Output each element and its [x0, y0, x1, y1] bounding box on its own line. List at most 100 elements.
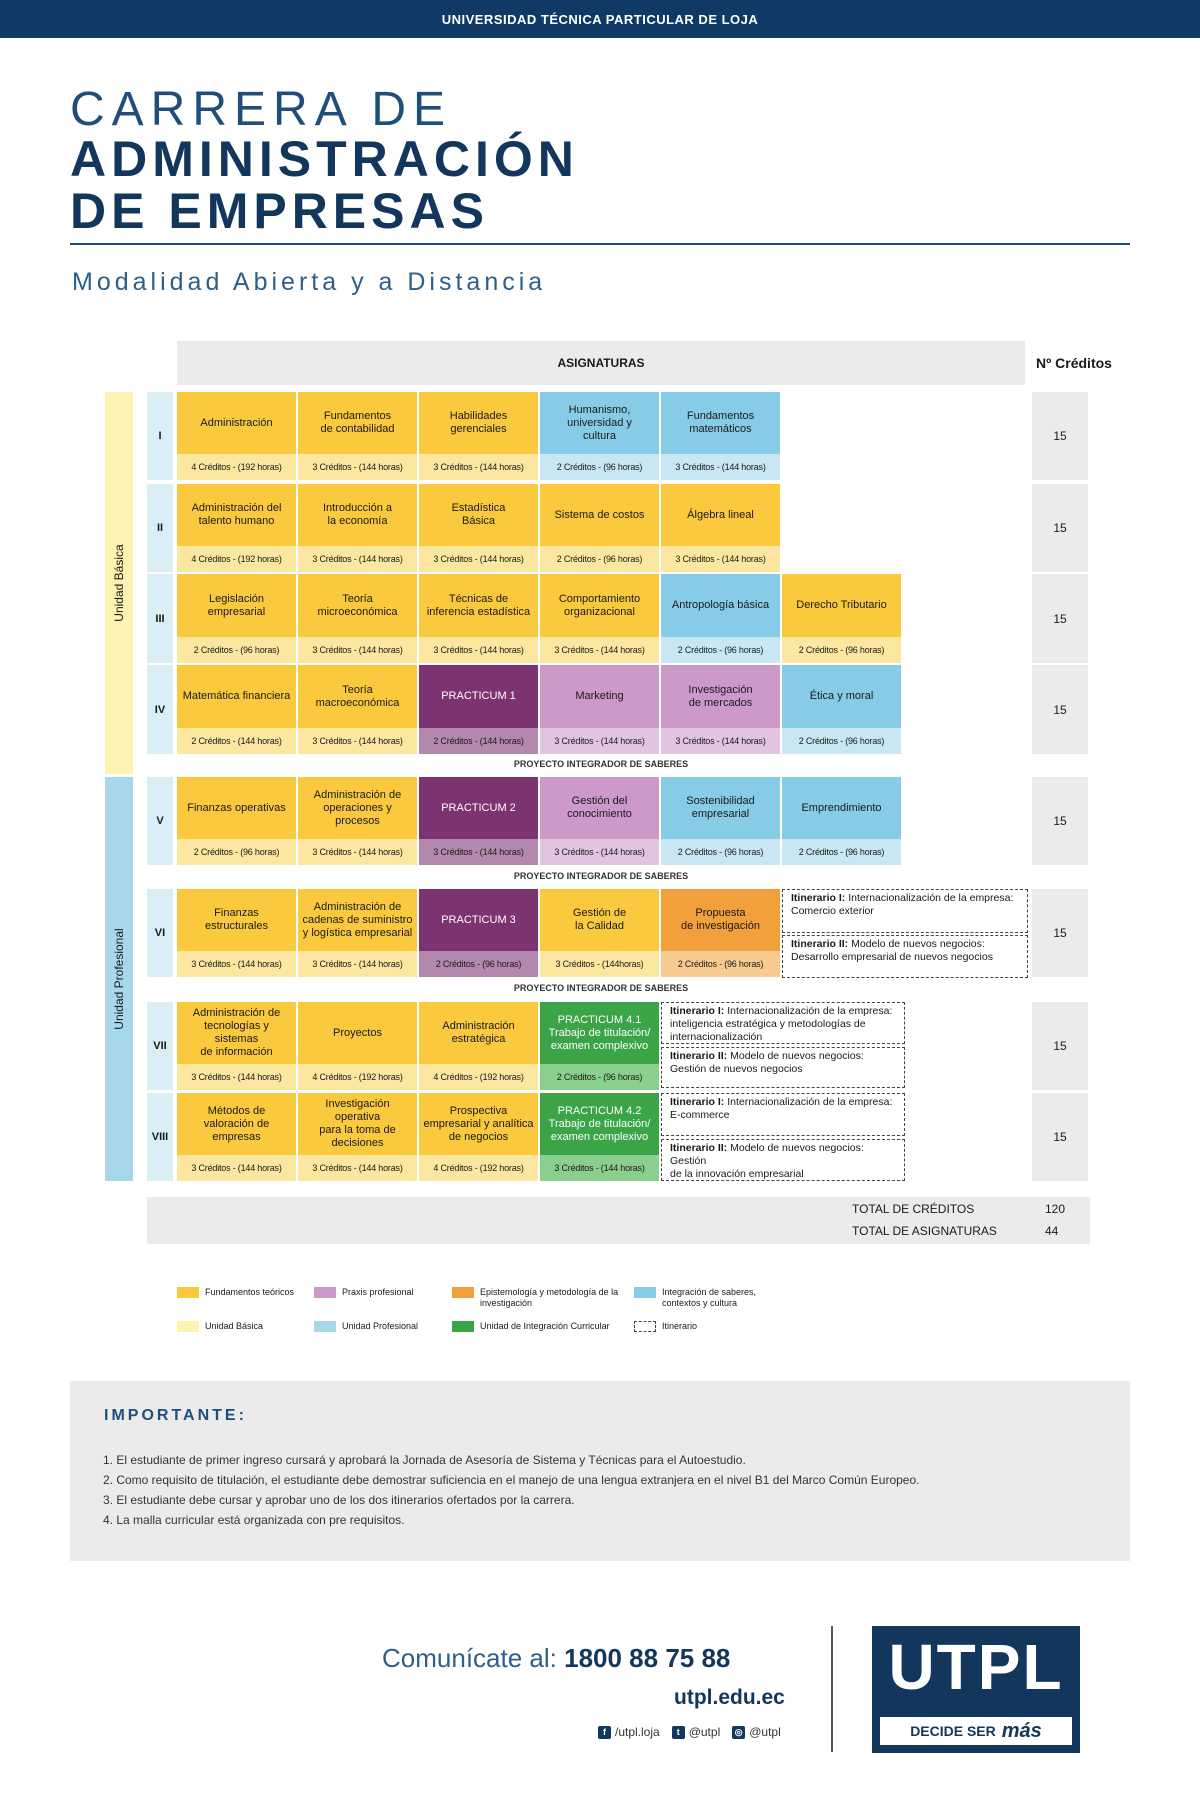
itinerary-label: Itinerario I: — [791, 892, 846, 904]
course-credits: 3 Créditos - (144 horas) — [177, 951, 296, 977]
course-credits: 2 Créditos - (96 horas) — [540, 1064, 659, 1090]
legend-item: Epistemología y metodología de la invest… — [452, 1287, 618, 1309]
twitter-icon: t — [671, 1725, 685, 1739]
phone-number[interactable]: 1800 88 75 88 — [564, 1643, 731, 1673]
itinerary-label: Itinerario II: — [670, 1142, 728, 1154]
legend-swatch — [452, 1321, 474, 1332]
course-credits: 3 Créditos - (144 horas) — [419, 454, 538, 480]
course-credits: 3 Créditos - (144 horas) — [419, 637, 538, 663]
course-cell[interactable]: Sistema de costos 2 Créditos - (96 horas) — [540, 484, 659, 572]
course-cell[interactable]: Derecho Tributario 2 Créditos - (96 horas… — [782, 574, 901, 663]
course-name: Estadística Básica — [419, 484, 538, 546]
course-cell[interactable]: Investigación de mercados 3 Créditos - (1… — [661, 665, 780, 754]
course-cell[interactable]: Administración de operaciones y procesos… — [298, 777, 417, 865]
course-cell[interactable]: Finanzas operativas 2 Créditos - (96 hora… — [177, 777, 296, 865]
legend-label: Fundamentos teóricos — [205, 1287, 295, 1297]
course-cell[interactable]: Marketing 3 Créditos - (144 horas) — [540, 665, 659, 754]
course-cell[interactable]: Matemática financiera 2 Créditos - (144 h… — [177, 665, 296, 754]
note-item: 1. El estudiante de primer ingreso cursa… — [103, 1453, 746, 1467]
itinerary-text: Internacionalización de la empresa: E-co… — [670, 1096, 893, 1121]
course-cell[interactable]: Proyectos 4 Créditos - (192 horas) — [298, 1002, 417, 1090]
course-cell[interactable]: Humanismo, universidad y cultura 2 Crédit… — [540, 392, 659, 480]
course-cell[interactable]: Emprendimiento 2 Créditos - (96 horas) — [782, 777, 901, 865]
course-cell[interactable]: Fundamentos de contabilidad 3 Créditos - … — [298, 392, 417, 480]
course-cell[interactable]: Legislación empresarial 2 Créditos - (96 … — [177, 574, 296, 663]
course-name: Fundamentos de contabilidad — [298, 392, 417, 454]
course-cell[interactable]: Álgebra lineal 3 Créditos - (144 horas) — [661, 484, 780, 572]
course-cell[interactable]: PRACTICUM 4.1 Trabajo de titulación/ exa… — [540, 1002, 659, 1090]
course-cell[interactable]: Técnicas de inferencia estadística 3 Créd… — [419, 574, 538, 663]
contact-label: Comunícate al: — [382, 1643, 557, 1673]
course-name: Sostenibilidad empresarial — [661, 777, 780, 839]
course-name: Álgebra lineal — [661, 484, 780, 546]
website-link[interactable]: utpl.edu.ec — [674, 1686, 785, 1709]
course-credits: 3 Créditos - (144 horas) — [298, 454, 417, 480]
course-cell[interactable]: Teoría macroeconómica 3 Créditos - (144 h… — [298, 665, 417, 754]
course-cell[interactable]: Gestión de la Calidad 3 Créditos - (144ho… — [540, 889, 659, 977]
integrative-project-label: PROYECTO INTEGRADOR DE SABERES — [513, 871, 689, 881]
course-name: Administración estratégica — [419, 1002, 538, 1064]
itinerary-label: Itinerario I: — [670, 1096, 725, 1108]
course-cell[interactable]: Fundamentos matemáticos 3 Créditos - (144… — [661, 392, 780, 480]
course-name: Matemática financiera — [177, 665, 296, 728]
legend-label: Itinerario — [662, 1321, 698, 1331]
course-cell[interactable]: Prospectiva empresarial y analítica de n… — [419, 1093, 538, 1181]
course-credits: 3 Créditos - (144 horas) — [298, 637, 417, 663]
course-cell[interactable]: Estadística Básica 3 Créditos - (144 hora… — [419, 484, 538, 572]
semester-label: I — [147, 392, 173, 480]
facebook-link[interactable]: f/utpl.loja — [598, 1725, 660, 1739]
course-cell[interactable]: Habilidades gerenciales 3 Créditos - (144… — [419, 392, 538, 480]
course-name: Métodos de valoración de empresas — [177, 1093, 296, 1155]
legend-item: Fundamentos teóricos — [177, 1287, 294, 1298]
course-credits: 3 Créditos - (144 horas) — [540, 728, 659, 754]
legend-swatch — [314, 1321, 336, 1332]
itinerary-box[interactable]: Itinerario I: Internacionalización de la… — [782, 889, 1028, 933]
title-line-1: CARRERA DE — [70, 83, 453, 136]
course-cell[interactable]: PRACTICUM 4.2 Trabajo de titulación/ exa… — [540, 1093, 659, 1181]
course-name: Antropología básica — [661, 574, 780, 637]
itinerary-label: Itinerario II: — [670, 1050, 728, 1062]
itinerary-box[interactable]: Itinerario II: Modelo de nuevos negocios… — [661, 1139, 905, 1181]
course-credits: 3 Créditos - (144 horas) — [177, 1155, 296, 1181]
course-cell[interactable]: Finanzas estructurales 3 Créditos - (144 … — [177, 889, 296, 977]
course-cell[interactable]: Comportamiento organizacional 3 Créditos … — [540, 574, 659, 663]
course-name: PRACTICUM 2 — [419, 777, 538, 839]
course-credits: 4 Créditos - (192 horas) — [419, 1155, 538, 1181]
semester-credits: 15 — [1032, 1002, 1088, 1090]
course-cell[interactable]: Administración de tecnologías y sistemas… — [177, 1002, 296, 1090]
course-cell[interactable]: Gestión del conocimiento 3 Créditos - (14… — [540, 777, 659, 865]
itinerary-box[interactable]: Itinerario II: Modelo de nuevos negocios… — [782, 935, 1028, 978]
note-item: 2. Como requisito de titulación, el estu… — [103, 1473, 920, 1487]
course-credits: 2 Créditos - (144 horas) — [177, 728, 296, 754]
course-cell[interactable]: Administración de cadenas de suministro … — [298, 889, 417, 977]
itinerary-box[interactable]: Itinerario I: Internacionalización de la… — [661, 1093, 905, 1136]
course-cell[interactable]: Sostenibilidad empresarial 2 Créditos - (… — [661, 777, 780, 865]
course-cell[interactable]: Investigación operativa para la toma de … — [298, 1093, 417, 1181]
itinerary-text: Internacionalización de la empresa: Come… — [791, 892, 1014, 917]
course-cell[interactable]: Métodos de valoración de empresas 3 Crédi… — [177, 1093, 296, 1181]
course-name: Habilidades gerenciales — [419, 392, 538, 454]
course-cell[interactable]: Administración estratégica 4 Créditos - (… — [419, 1002, 538, 1090]
course-cell[interactable]: Ética y moral 2 Créditos - (96 horas) — [782, 665, 901, 754]
twitter-link[interactable]: t @utpl — [671, 1725, 720, 1739]
course-cell[interactable]: Teoría microeconómica 3 Créditos - (144 h… — [298, 574, 417, 663]
course-credits: 4 Créditos - (192 horas) — [419, 1064, 538, 1090]
total-credits-label: TOTAL DE CRÉDITOS — [852, 1202, 975, 1216]
instagram-link[interactable]: ◎ @utpl — [732, 1725, 781, 1739]
course-cell[interactable]: Propuesta de investigación 2 Créditos - (… — [661, 889, 780, 977]
course-cell[interactable]: Administración 4 Créditos - (192 horas) — [177, 392, 296, 480]
course-credits: 3 Créditos - (144 horas) — [540, 839, 659, 865]
course-cell[interactable]: Introducción a la economía 3 Créditos - (… — [298, 484, 417, 572]
note-item: 3. El estudiante debe cursar y aprobar u… — [103, 1493, 575, 1507]
logo-tagline-emphasis: más — [1001, 1719, 1042, 1742]
course-cell[interactable]: Administración del talento humano 4 Crédi… — [177, 484, 296, 572]
important-box: IMPORTANTE: 1. El estudiante de primer i… — [70, 1381, 1130, 1561]
course-name: Gestión de la Calidad — [540, 889, 659, 951]
course-cell[interactable]: Antropología básica 2 Créditos - (96 hora… — [661, 574, 780, 663]
course-credits: 2 Créditos - (144 horas) — [419, 728, 538, 754]
itinerary-box[interactable]: Itinerario I: Internacionalización de la… — [661, 1002, 905, 1044]
itinerary-box[interactable]: Itinerario II: Modelo de nuevos negocios… — [661, 1047, 905, 1088]
